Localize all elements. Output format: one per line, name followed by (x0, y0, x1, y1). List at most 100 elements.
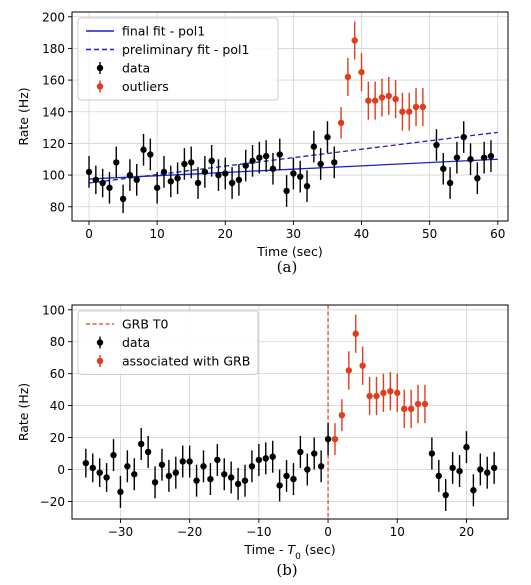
b-point (103, 474, 110, 481)
chart-b: −30 −20 −10 0 10 20 −20 0 20 40 60 80 100 Time - T0 (… (16, 303, 509, 579)
a-point (99, 179, 106, 187)
b-point (366, 392, 373, 400)
b-point (317, 463, 325, 470)
a-y-tick-label: 100 (42, 169, 65, 183)
b-series-data (82, 423, 498, 512)
b-point (110, 451, 117, 459)
b-point (290, 475, 297, 483)
a-point (153, 184, 161, 191)
a-x-tick-label: 10 (150, 227, 165, 241)
a-point (331, 159, 338, 166)
b-x-axis-label: Time - T0 (sec) (243, 542, 335, 562)
chart-a: 0 10 20 30 40 50 60 80 100 120 140 160 180 200 Time (s… (16, 10, 509, 276)
a-point (269, 165, 277, 172)
a-point (160, 168, 168, 176)
a-caption: (a) (277, 258, 298, 276)
b-point (276, 482, 283, 489)
b-x-tick-label: 10 (390, 525, 405, 539)
b-series-associated-with-grb (331, 314, 429, 456)
b-point (283, 472, 290, 480)
a-legend-marker-data (96, 64, 104, 72)
a-point (262, 152, 270, 160)
b-point (373, 392, 380, 400)
a-point (290, 170, 297, 177)
b-point (89, 464, 96, 472)
b-axes-frame (71, 304, 509, 520)
b-point (151, 479, 159, 486)
a-y-tick-label: 160 (42, 74, 65, 88)
a-point (228, 179, 236, 187)
b-point (186, 458, 193, 465)
a-point (147, 151, 154, 158)
b-point (248, 463, 256, 470)
a-x-tick-label: 20 (218, 227, 233, 241)
a-point (181, 160, 188, 168)
b-point (421, 400, 429, 408)
b-point (82, 459, 90, 467)
a-point (92, 176, 100, 184)
a-point (133, 176, 140, 184)
a-point (235, 176, 243, 184)
a-point (378, 94, 386, 101)
b-point (172, 469, 180, 476)
a-point (310, 143, 318, 150)
b-y-tick-label: 0 (57, 463, 65, 477)
b-point (269, 453, 276, 460)
a-point (385, 92, 392, 100)
a-x-tick-label: 30 (286, 227, 301, 241)
a-y-tick-label: 180 (42, 42, 65, 56)
b-point (463, 443, 470, 451)
a-point (467, 156, 474, 163)
b-point (131, 471, 138, 478)
a-point (194, 179, 202, 187)
b-point (214, 456, 221, 464)
a-legend: final fit - pol1 preliminary fit - pol1 da… (77, 17, 279, 101)
a-point (480, 154, 488, 161)
b-point (387, 388, 394, 395)
a-point (392, 95, 399, 103)
a-point (433, 141, 440, 149)
a-point (297, 173, 304, 180)
a-point (358, 68, 365, 76)
b-point (241, 477, 249, 484)
b-point (262, 455, 269, 462)
b-point (345, 367, 353, 374)
b-point (207, 475, 214, 483)
b-point (449, 464, 456, 472)
a-y-axis-label: Rate (Hz) (16, 87, 31, 145)
b-point (165, 472, 173, 480)
a-point (317, 160, 324, 168)
a-point (344, 73, 352, 81)
b-point (255, 456, 263, 464)
b-point (96, 469, 103, 476)
a-legend-box (77, 17, 279, 101)
b-point (234, 480, 242, 488)
a-legend-label-data: data (122, 61, 150, 76)
b-point (221, 471, 228, 478)
a-point (419, 103, 427, 111)
b-x-tick-label: −20 (177, 525, 202, 539)
a-point (242, 162, 249, 169)
a-x-tick-label: 0 (85, 227, 93, 241)
a-point (365, 97, 372, 104)
a-point (249, 157, 256, 165)
b-point (227, 474, 235, 481)
a-point (222, 170, 229, 177)
a-point (113, 159, 120, 166)
b-point (331, 435, 339, 443)
a-point (85, 168, 93, 176)
a-x-axis-label: Time (sec) (256, 244, 322, 259)
a-point (106, 184, 113, 191)
b-y-tick-label: −20 (40, 495, 65, 509)
b-y-tick-label: 40 (50, 399, 65, 413)
a-series-outliers (337, 21, 427, 139)
b-x-tick-label: −30 (108, 525, 133, 539)
b-legend-label-data: data (122, 335, 150, 350)
b-point (477, 466, 484, 473)
b-point (158, 461, 166, 468)
b-y-tick-label: 100 (42, 303, 65, 317)
a-point (412, 103, 420, 111)
a-point (256, 154, 263, 161)
b-point (352, 330, 359, 337)
b-point (435, 472, 442, 480)
